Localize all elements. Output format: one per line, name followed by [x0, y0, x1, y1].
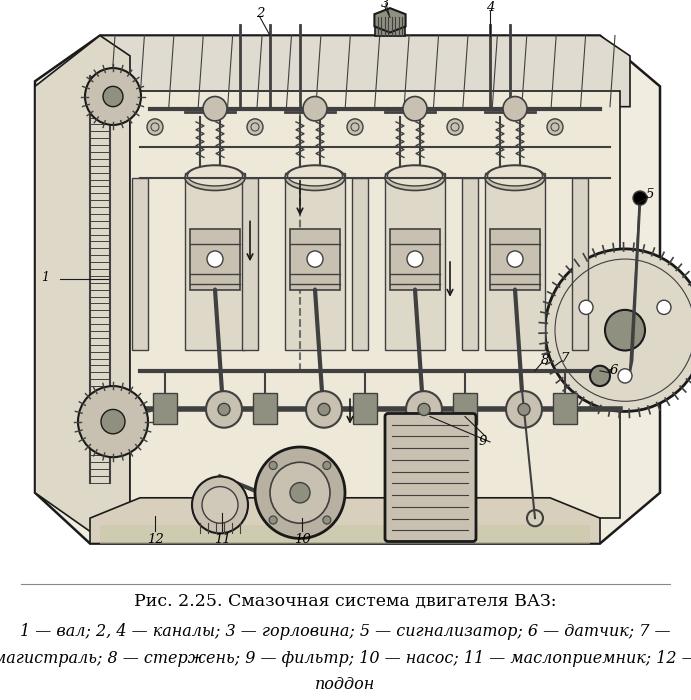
Ellipse shape — [185, 165, 245, 190]
Bar — [572, 178, 588, 351]
Circle shape — [618, 369, 632, 383]
Circle shape — [101, 410, 125, 434]
Text: 8: 8 — [541, 354, 549, 368]
Text: 7: 7 — [561, 352, 569, 365]
Bar — [485, 173, 545, 351]
Circle shape — [310, 395, 338, 423]
Circle shape — [323, 516, 331, 524]
Ellipse shape — [385, 165, 445, 190]
Bar — [253, 393, 277, 424]
Circle shape — [605, 310, 645, 351]
FancyBboxPatch shape — [385, 414, 476, 542]
Text: 4: 4 — [486, 1, 494, 13]
Text: 1: 1 — [41, 271, 49, 284]
Circle shape — [85, 68, 141, 125]
Circle shape — [410, 395, 438, 423]
Circle shape — [202, 486, 238, 523]
Text: 9: 9 — [479, 435, 487, 449]
Circle shape — [545, 249, 691, 412]
Bar — [462, 178, 478, 351]
Ellipse shape — [285, 165, 345, 190]
Bar — [132, 178, 148, 351]
Text: 2: 2 — [256, 7, 264, 20]
Bar — [242, 178, 258, 351]
Text: 6: 6 — [610, 364, 618, 377]
Bar — [190, 229, 240, 290]
Ellipse shape — [487, 166, 542, 186]
Circle shape — [270, 462, 330, 523]
Bar — [153, 393, 177, 424]
Circle shape — [247, 119, 263, 135]
Text: 10: 10 — [294, 533, 310, 546]
Circle shape — [507, 251, 523, 267]
Polygon shape — [75, 36, 630, 106]
Circle shape — [323, 461, 331, 470]
Circle shape — [103, 86, 123, 106]
Ellipse shape — [388, 166, 442, 186]
Polygon shape — [90, 498, 600, 543]
Circle shape — [318, 403, 330, 416]
Circle shape — [290, 482, 310, 503]
Circle shape — [447, 119, 463, 135]
Text: 12: 12 — [146, 533, 163, 546]
Circle shape — [347, 119, 363, 135]
Circle shape — [255, 447, 345, 538]
Circle shape — [78, 386, 148, 457]
Circle shape — [303, 97, 327, 121]
Bar — [385, 173, 445, 351]
Circle shape — [147, 119, 163, 135]
Bar — [453, 393, 477, 424]
Circle shape — [406, 391, 442, 428]
Text: 1 — вал; 2, 4 — каналы; 3 — горловина; 5 — сигнализатор; 6 — датчик; 7 —: 1 — вал; 2, 4 — каналы; 3 — горловина; 5… — [20, 622, 671, 640]
Circle shape — [206, 391, 242, 428]
Text: поддон: поддон — [315, 676, 376, 693]
Circle shape — [192, 477, 248, 533]
Polygon shape — [35, 36, 660, 543]
Text: 3: 3 — [381, 0, 389, 10]
Circle shape — [407, 251, 423, 267]
Circle shape — [403, 97, 427, 121]
Circle shape — [307, 251, 323, 267]
Bar — [100, 525, 590, 543]
Circle shape — [210, 395, 238, 423]
Circle shape — [547, 119, 563, 135]
Circle shape — [657, 300, 671, 314]
Bar — [553, 393, 577, 424]
Circle shape — [506, 391, 542, 428]
Circle shape — [518, 403, 530, 416]
Circle shape — [269, 516, 277, 524]
Bar — [353, 393, 377, 424]
Bar — [185, 173, 245, 351]
Circle shape — [269, 461, 277, 470]
Ellipse shape — [485, 165, 545, 190]
Circle shape — [207, 251, 223, 267]
Polygon shape — [375, 8, 406, 32]
Circle shape — [503, 97, 527, 121]
Bar — [352, 178, 368, 351]
Circle shape — [590, 365, 610, 386]
Text: 5: 5 — [646, 188, 654, 200]
Bar — [490, 229, 540, 290]
Text: 11: 11 — [214, 533, 230, 546]
Text: Рис. 2.25. Смазочная система двигателя ВАЗ:: Рис. 2.25. Смазочная система двигателя В… — [134, 593, 557, 610]
Bar — [290, 229, 340, 290]
Text: магистраль; 8 — стержень; 9 — фильтр; 10 — насос; 11 — маслоприемник; 12 —: магистраль; 8 — стержень; 9 — фильтр; 10… — [0, 650, 691, 667]
Bar — [285, 173, 345, 351]
Circle shape — [218, 403, 230, 416]
Circle shape — [510, 395, 538, 423]
Bar — [130, 92, 620, 518]
Circle shape — [418, 403, 430, 416]
Circle shape — [306, 391, 342, 428]
Circle shape — [579, 300, 593, 314]
Ellipse shape — [287, 166, 343, 186]
Bar — [390, 229, 440, 290]
Bar — [375, 18, 405, 36]
Ellipse shape — [187, 166, 243, 186]
Circle shape — [633, 191, 647, 205]
Circle shape — [203, 97, 227, 121]
Polygon shape — [35, 36, 130, 538]
